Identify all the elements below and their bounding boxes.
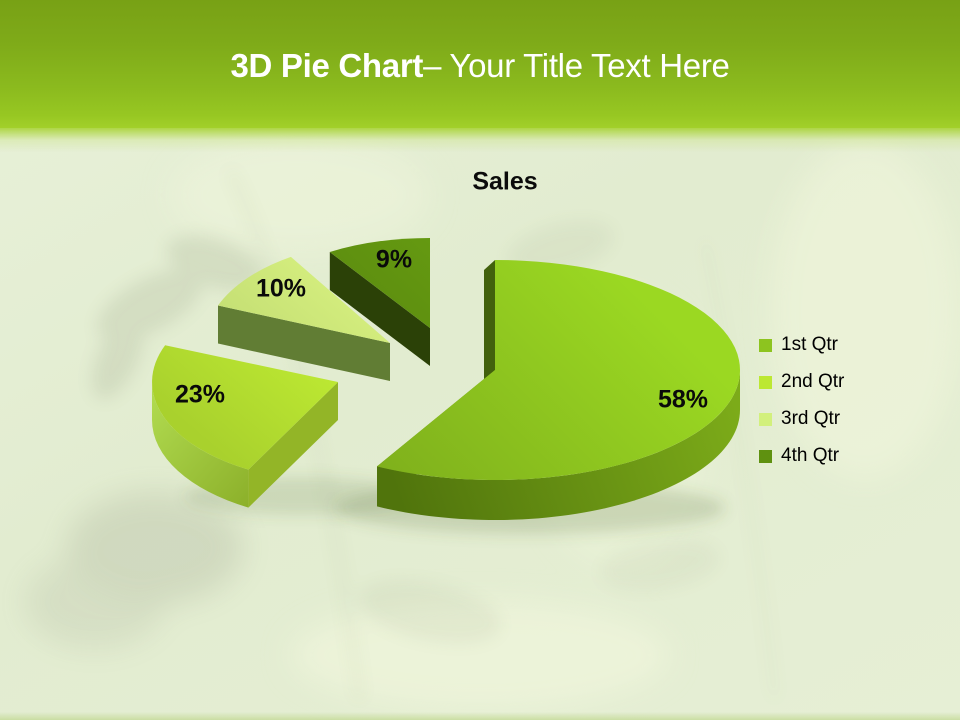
slice-label-1st-qtr: 58% (657, 385, 709, 414)
page-title-rest: – Your Title Text Here (423, 47, 730, 84)
legend-item-4th-qtr: 4th Qtr (759, 445, 844, 467)
legend-label: 3rd Qtr (781, 408, 841, 429)
legend-label: 2nd Qtr (781, 371, 845, 392)
legend-label: 1st Qtr (781, 334, 839, 355)
bottom-accent-strip (0, 712, 960, 720)
page-title-bold: 3D Pie Chart (230, 47, 424, 84)
legend-swatch-1st-qtr (759, 338, 772, 352)
legend-item-3rd-qtr: 3rd Qtr (759, 408, 844, 430)
pie-slice-4th-qtr (329, 238, 430, 366)
slice-top (152, 345, 338, 470)
legend-item-1st-qtr: 1st Qtr (759, 334, 844, 356)
pie-slice-1st-qtr (377, 260, 741, 520)
chart-title: Sales (472, 167, 538, 196)
legend-swatch-2nd-qtr (759, 375, 772, 389)
pie-slice-2nd-qtr (152, 345, 338, 508)
legend-swatch-3rd-qtr (759, 412, 772, 426)
slice-cut-face (329, 252, 430, 366)
slice-label-2nd-qtr: 23% (174, 380, 226, 409)
legend-swatch-4th-qtr (759, 449, 772, 463)
page-title: 3D Pie Chart– Your Title Text Here (230, 43, 729, 85)
slice-top (329, 238, 430, 328)
slice-cut-face (218, 305, 390, 381)
slice-rim (152, 382, 249, 508)
slice-cut-face (248, 382, 338, 508)
slice-top (218, 256, 390, 343)
slice-top (377, 260, 741, 481)
pie-slice-3rd-qtr (218, 256, 390, 381)
title-banner: 3D Pie Chart– Your Title Text Here (0, 0, 960, 152)
legend-item-2nd-qtr: 2nd Qtr (759, 371, 844, 393)
soft-shadow-blobs (25, 492, 243, 648)
legend-label: 4th Qtr (781, 445, 840, 466)
leaf-shadows (92, 168, 778, 701)
slice-label-3rd-qtr: 10% (255, 274, 307, 303)
slice-label-4th-qtr: 9% (375, 245, 413, 274)
chart-legend: 1st Qtr 2nd Qtr 3rd Qtr 4th Qtr (759, 334, 844, 482)
slice-cut-face (484, 260, 495, 400)
slice-rim (377, 370, 740, 520)
